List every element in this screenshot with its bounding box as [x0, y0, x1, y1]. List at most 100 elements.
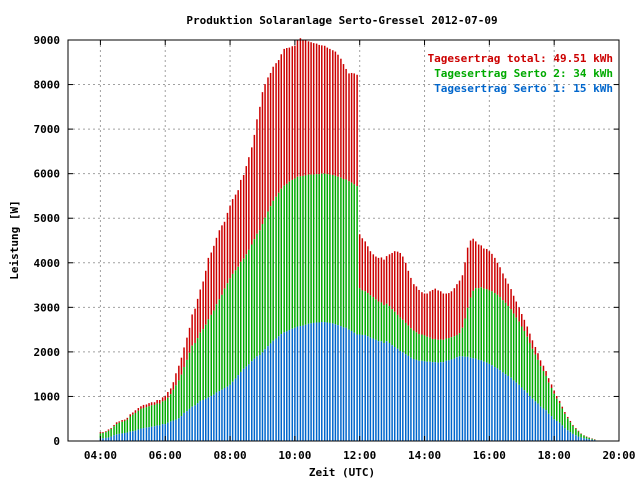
bar-total — [429, 291, 431, 338]
bar-serto2 — [512, 313, 515, 381]
bar-serto2 — [302, 175, 304, 326]
bar-serto1 — [229, 384, 231, 441]
bar-serto1 — [564, 428, 566, 441]
bar-total — [577, 430, 580, 432]
bar-total — [496, 262, 499, 295]
bar-total — [115, 422, 118, 425]
bar-serto2 — [132, 414, 134, 432]
bar-total — [385, 256, 388, 304]
bar-total — [288, 47, 291, 182]
plot-frame — [67, 39, 620, 442]
bar-total — [240, 179, 242, 262]
bar-serto1 — [545, 410, 547, 441]
bar-total — [226, 212, 229, 284]
bar-serto1 — [456, 357, 458, 441]
bar-serto2 — [545, 375, 547, 411]
bar-serto1 — [221, 389, 223, 441]
bar-total — [437, 290, 439, 340]
bar-total — [275, 63, 277, 197]
bar-serto1 — [183, 412, 185, 441]
bar-serto2 — [515, 317, 518, 383]
bar-serto1 — [350, 330, 353, 441]
bar-serto1 — [277, 336, 280, 441]
bar-serto2 — [318, 174, 320, 323]
bar-serto1 — [280, 334, 283, 441]
bar-serto1 — [196, 403, 199, 441]
bar-serto2 — [340, 177, 342, 327]
bar-serto1 — [393, 346, 396, 441]
bar-serto2 — [448, 338, 450, 361]
bar-serto1 — [453, 358, 456, 441]
bar-total — [383, 259, 385, 306]
bar-serto2 — [577, 431, 580, 437]
bar-total — [142, 404, 145, 409]
bar-serto2 — [310, 174, 312, 324]
bar-total — [161, 397, 164, 402]
bar-serto2 — [242, 258, 245, 369]
bar-serto2 — [126, 419, 129, 433]
bar-total — [472, 238, 474, 291]
bar-total — [202, 281, 204, 330]
bar-serto1 — [113, 435, 115, 441]
bar-serto2 — [518, 321, 520, 385]
bar-total — [542, 365, 545, 372]
bar-serto2 — [431, 338, 434, 363]
bar-serto2 — [502, 300, 504, 373]
bar-serto1 — [553, 419, 555, 441]
bar-serto1 — [205, 398, 207, 441]
bar-serto2 — [367, 293, 369, 337]
bar-serto2 — [145, 407, 148, 428]
bar-serto1 — [450, 359, 453, 441]
bar-total — [329, 48, 331, 175]
bar-total — [223, 221, 226, 289]
bar-serto1 — [199, 400, 201, 441]
bar-serto2 — [345, 179, 347, 328]
bar-serto2 — [542, 371, 545, 409]
bar-total — [326, 47, 329, 175]
bar-serto1 — [156, 425, 158, 441]
bar-total — [474, 241, 477, 289]
bar-serto1 — [480, 360, 482, 441]
bar-serto2 — [396, 314, 399, 349]
bar-serto2 — [393, 311, 396, 347]
bar-serto1 — [361, 334, 364, 441]
bar-serto2 — [205, 324, 207, 399]
bar-total — [499, 267, 501, 298]
bar-total — [375, 256, 377, 300]
bar-serto2 — [307, 174, 310, 324]
bar-total — [307, 41, 310, 175]
bar-serto2 — [142, 408, 145, 429]
bar-total — [556, 395, 558, 399]
bar-total — [196, 298, 199, 339]
bar-total — [218, 230, 221, 300]
bar-serto1 — [369, 337, 372, 441]
bar-serto1 — [572, 433, 574, 441]
legend-entry: Tagesertrag Serto 1: 15 kWh — [434, 82, 613, 95]
bar-serto2 — [529, 342, 531, 396]
bar-total — [377, 257, 380, 302]
bar-serto1 — [261, 352, 264, 441]
bar-serto1 — [372, 338, 375, 441]
bar-total — [345, 68, 347, 180]
bar-total — [469, 240, 472, 298]
bar-serto2 — [275, 196, 277, 339]
bar-serto1 — [253, 358, 256, 441]
bar-serto1 — [202, 400, 204, 441]
bar-serto1 — [383, 342, 385, 441]
bar-total — [502, 273, 504, 301]
bar-serto1 — [218, 391, 221, 441]
bar-serto2 — [453, 336, 456, 359]
x-axis-label: Zeit (UTC) — [309, 466, 375, 479]
bar-serto2 — [169, 394, 172, 422]
bar-serto1 — [466, 356, 469, 441]
bar-total — [529, 333, 531, 343]
bar-serto2 — [507, 305, 509, 376]
bar-total — [350, 72, 353, 183]
bar-serto2 — [102, 432, 104, 439]
bar-serto2 — [267, 211, 269, 347]
bar-serto1 — [150, 426, 153, 441]
bar-serto1 — [410, 357, 412, 441]
bar-serto2 — [150, 405, 153, 427]
bar-serto1 — [442, 362, 445, 441]
bar-total — [364, 241, 366, 292]
